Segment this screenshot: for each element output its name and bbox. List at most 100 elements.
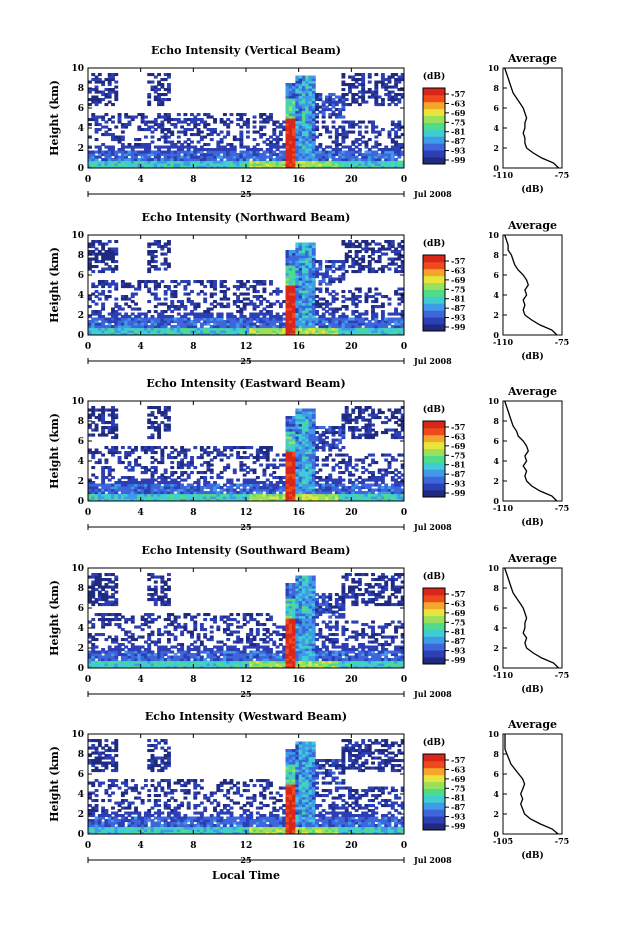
avg-x-tick-label: -110 (493, 337, 513, 347)
y-tick-label: 4 (78, 790, 84, 800)
avg-y-tick-label: 2 (493, 143, 499, 153)
colorbar-tick-label: -75 (451, 450, 465, 460)
y-tick-label: 8 (78, 584, 84, 594)
y-tick-label: 2 (78, 311, 84, 321)
colorbar-tick-label: -63 (451, 598, 466, 608)
average-profile-line (504, 734, 559, 835)
x-tick-label: 20 (345, 675, 358, 685)
colorbar-tick-label: -81 (451, 460, 465, 470)
average-title: Average (507, 552, 557, 565)
colorbar-segment (423, 310, 445, 318)
y-tick-label: 8 (78, 251, 84, 261)
avg-x-tick-label: -75 (555, 337, 569, 347)
colorbar-tick-label: -99 (451, 155, 466, 165)
colorbar-tick-label: -69 (451, 275, 466, 285)
average-xlabel: (dB) (521, 351, 543, 362)
x-tick-label: 4 (138, 175, 144, 185)
heatmap-cells (88, 739, 404, 834)
average-xlabel: (dB) (521, 184, 543, 195)
avg-y-tick-label: 0 (493, 496, 499, 506)
y-tick-label: 0 (78, 164, 84, 174)
heatmap-cells (88, 573, 404, 668)
x-tick-label: 0 (401, 841, 407, 851)
date-label: Jul 2008 (413, 522, 452, 532)
x-tick-label: 4 (138, 675, 144, 685)
colorbar-segment (423, 823, 445, 831)
average-frame (502, 400, 563, 502)
y-axis-label: Height (km) (48, 247, 61, 323)
date-label: Jul 2008 (413, 356, 452, 366)
colorbar-tick-label: -57 (451, 589, 465, 599)
colorbar-tick-label: -99 (451, 655, 466, 665)
colorbar-segment (423, 143, 445, 151)
avg-y-tick-label: 10 (488, 230, 500, 240)
y-tick-label: 8 (78, 84, 84, 94)
avg-x-tick-label: -110 (493, 503, 513, 513)
colorbar-segment (423, 150, 445, 158)
y-tick-label: 10 (71, 564, 84, 574)
y-tick-label: 10 (71, 64, 84, 74)
avg-y-tick-label: 4 (493, 290, 499, 300)
colorbar-segment (423, 421, 445, 429)
colorbar-unit: (dB) (423, 571, 445, 582)
y-tick-label: 4 (78, 457, 84, 467)
colorbar-segment (423, 268, 445, 277)
colorbar-unit: (dB) (423, 238, 445, 249)
x-tick-label: 8 (190, 175, 196, 185)
avg-y-tick-label: 6 (493, 103, 499, 113)
x-tick-label: 8 (190, 342, 196, 352)
avg-y-tick-label: 2 (493, 643, 499, 653)
colorbar-segment (423, 101, 445, 110)
x-tick-label: 16 (292, 175, 305, 185)
x-axis-label: Local Time (212, 869, 280, 882)
colorbar-tick-label: -93 (451, 313, 466, 323)
y-axis-label: Height (km) (48, 580, 61, 656)
colorbar-unit: (dB) (423, 71, 445, 82)
x-tick-label: 16 (292, 675, 305, 685)
y-tick-label: 2 (78, 144, 84, 154)
avg-x-tick-label: -110 (493, 670, 513, 680)
colorbar-segment (423, 774, 445, 783)
heatmap-cells (88, 73, 404, 168)
average-profile-line (504, 67, 560, 169)
colorbar-segment (423, 275, 445, 284)
colorbar-segment (423, 809, 445, 817)
colorbar-segment (423, 462, 445, 470)
panel-title: Echo Intensity (Southward Beam) (142, 544, 351, 557)
colorbar-frame (422, 420, 446, 498)
colorbar-segment (423, 448, 445, 456)
avg-x-tick-label: -105 (493, 836, 513, 846)
colorbar-frame (422, 254, 446, 332)
colorbar-tick-label: -69 (451, 608, 466, 618)
colorbar-tick-label: -63 (451, 764, 466, 774)
avg-x-tick-label: -75 (555, 503, 569, 513)
colorbar-tick-label: -57 (451, 256, 465, 266)
colorbar-segment (423, 622, 445, 630)
avg-y-tick-label: 4 (493, 456, 499, 466)
avg-y-tick-label: 10 (488, 63, 500, 73)
x-tick-label: 12 (240, 841, 253, 851)
colorbar-tick-label: -75 (451, 783, 465, 793)
avg-y-tick-label: 10 (488, 729, 500, 739)
y-tick-label: 2 (78, 644, 84, 654)
colorbar-tick-label: -87 (451, 469, 465, 479)
colorbar-tick-label: -57 (451, 89, 465, 99)
colorbar-segment (423, 136, 445, 144)
y-tick-label: 0 (78, 830, 84, 840)
panel-3: Echo Intensity (Eastward Beam) 0 2 4 6 8 10 0 4 8… (48, 377, 569, 532)
x-tick-label: 20 (345, 175, 358, 185)
colorbar-tick-label: -75 (451, 117, 465, 127)
y-tick-label: 6 (78, 104, 84, 114)
colorbar-tick-label: -63 (451, 265, 466, 275)
colorbar-segment (423, 657, 445, 665)
x-tick-label: 12 (240, 175, 253, 185)
colorbar-segment (423, 255, 445, 263)
colorbar-tick-label: -99 (451, 322, 466, 332)
x-tick-label: 0 (85, 508, 91, 518)
avg-y-tick-label: 8 (493, 416, 499, 426)
x-tick-label: 0 (401, 342, 407, 352)
colorbar-frame (422, 87, 446, 165)
avg-x-tick-label: -75 (555, 836, 569, 846)
colorbar-segment (423, 94, 445, 103)
